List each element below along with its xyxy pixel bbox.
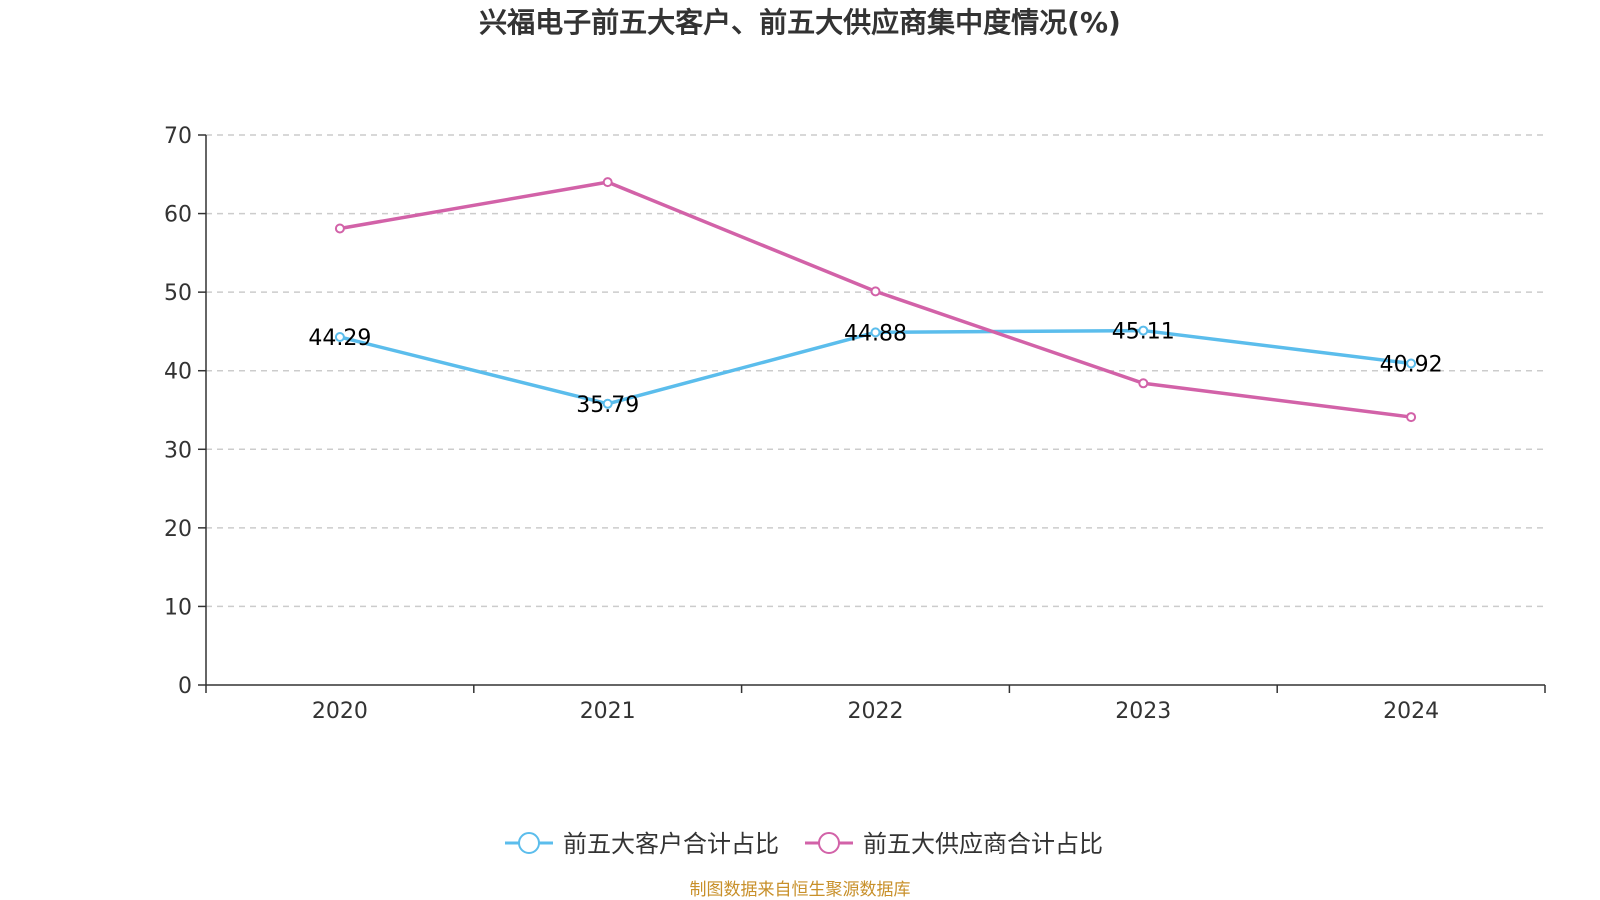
x-tick-label-2023: 2023	[1115, 699, 1171, 724]
data-point-0-2023[interactable]	[1138, 325, 1149, 336]
x-tick-label-2024: 2024	[1383, 699, 1439, 724]
data-label-0-2020: 44.29	[308, 326, 371, 351]
grid-lines	[206, 134, 1545, 608]
x-tick-labels: 2020 2021 2022 2023 2024	[312, 699, 1439, 724]
x-tick-label-2021: 2021	[580, 699, 636, 724]
series-line-1	[339, 180, 1412, 419]
data-label-0-2022: 44.88	[844, 321, 907, 346]
chart-title: 兴福电子前五大客户、前五大供应商集中度情况(%)	[479, 6, 1121, 39]
y-tick-labels: 0 10 20 30 40 50 60 70	[164, 124, 192, 699]
x-tick-label-2022: 2022	[848, 699, 904, 724]
data-point-0-2020[interactable]	[334, 332, 345, 343]
data-point-1-2020[interactable]	[334, 223, 345, 234]
y-tick-label-50: 50	[164, 281, 192, 306]
y-tick-label-30: 30	[164, 438, 192, 463]
data-point-0-2021[interactable]	[602, 398, 613, 409]
data-label-0-2021: 35.79	[576, 393, 639, 418]
source-note: 制图数据来自恒生聚源数据库	[690, 880, 911, 900]
y-tick-label-70: 70	[164, 124, 192, 149]
y-tick-label-0: 0	[178, 674, 192, 699]
data-point-1-2021[interactable]	[602, 177, 613, 188]
legend-label-customers: 前五大客户合计占比	[563, 830, 779, 858]
y-tick-label-60: 60	[164, 203, 192, 228]
legend-marker-suppliers	[818, 832, 840, 854]
data-point-1-2024[interactable]	[1406, 412, 1417, 423]
legend-label-suppliers: 前五大供应商合计占比	[863, 830, 1103, 858]
legend-item-suppliers[interactable]: 前五大供应商合计占比	[805, 830, 1103, 858]
data-point-0-2024[interactable]	[1406, 358, 1417, 369]
data-point-1-2022[interactable]	[870, 286, 881, 297]
y-tick-label-40: 40	[164, 360, 192, 385]
data-label-0-2024: 40.92	[1380, 352, 1443, 377]
legend: 前五大客户合计占比 前五大供应商合计占比	[505, 830, 1103, 858]
axes	[198, 134, 1546, 693]
data-point-1-2023[interactable]	[1138, 378, 1149, 389]
data-label-0-2023: 45.11	[1112, 320, 1175, 345]
series-group	[334, 177, 1417, 423]
legend-marker-customers	[518, 832, 540, 854]
y-tick-label-20: 20	[164, 517, 192, 542]
legend-item-customers[interactable]: 前五大客户合计占比	[505, 830, 779, 858]
x-tick-label-2020: 2020	[312, 699, 368, 724]
y-tick-label-10: 10	[164, 595, 192, 620]
data-point-0-2022[interactable]	[870, 327, 881, 338]
data-labels: 44.29 35.79 44.88 45.11 40.92	[308, 320, 1442, 418]
